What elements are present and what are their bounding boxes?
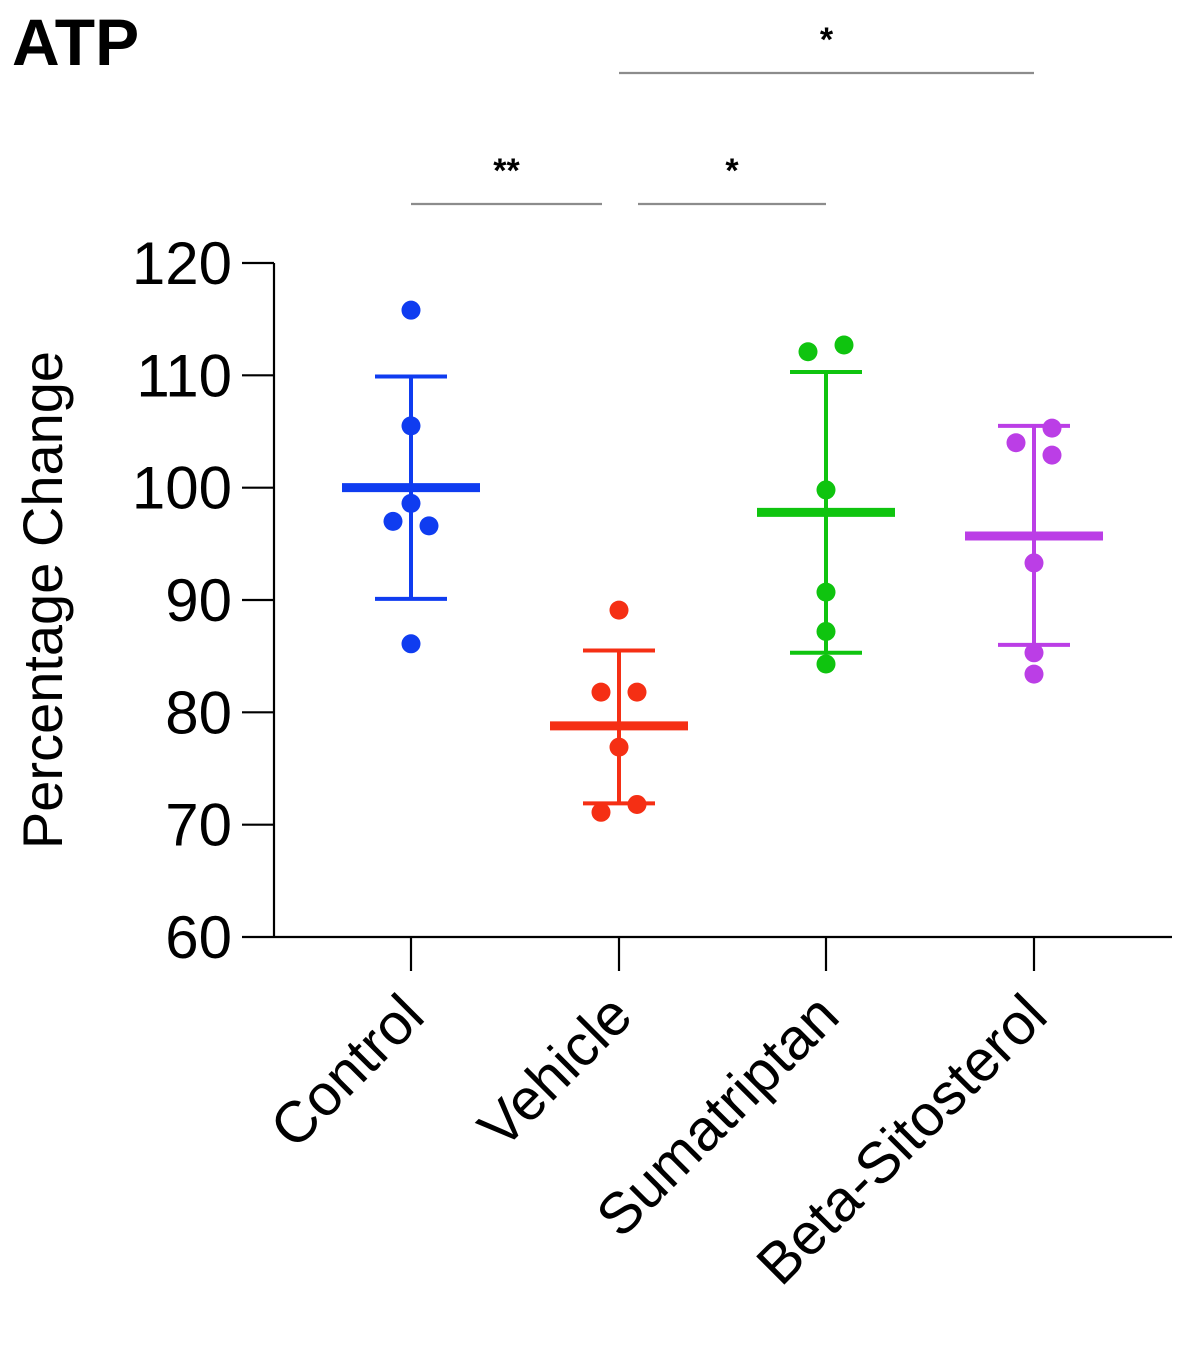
- data-point: [419, 516, 439, 536]
- data-point: [816, 621, 836, 641]
- data-point: [816, 582, 836, 602]
- significance-label: **: [493, 152, 520, 190]
- significance-bracket: *: [638, 152, 826, 206]
- significance-bracket: **: [411, 152, 602, 206]
- x-tick-label: Vehicle: [466, 982, 644, 1160]
- significance-label: *: [820, 21, 834, 59]
- data-point: [627, 794, 647, 814]
- data-point: [383, 511, 403, 531]
- data-point: [401, 300, 421, 320]
- data-series: [342, 300, 1103, 822]
- data-point: [816, 480, 836, 500]
- data-point: [1024, 664, 1044, 684]
- y-tick-label: 110: [136, 342, 232, 409]
- data-point: [798, 342, 818, 362]
- significance-brackets: ** **: [411, 21, 1034, 206]
- y-tick-label: 70: [165, 792, 232, 859]
- data-point: [1042, 418, 1062, 438]
- data-point: [816, 654, 836, 674]
- data-point: [1024, 643, 1044, 663]
- data-point: [1006, 433, 1026, 453]
- series-beta-sitosterol: [965, 418, 1103, 684]
- significance-bracket: *: [619, 21, 1034, 75]
- y-tick-label: 90: [165, 567, 232, 634]
- data-point: [401, 493, 421, 513]
- series-control: [342, 300, 480, 654]
- data-point: [609, 600, 629, 620]
- data-point: [401, 416, 421, 436]
- data-point: [401, 634, 421, 654]
- y-tick-label: 100: [132, 455, 232, 522]
- data-point: [1042, 445, 1062, 465]
- data-point: [591, 802, 611, 822]
- series-vehicle: [550, 600, 688, 822]
- y-tick-label: 120: [132, 230, 232, 297]
- data-point: [834, 335, 854, 355]
- series-sumatriptan: [757, 335, 895, 674]
- panel-title: ATP: [12, 5, 139, 79]
- y-axis-title: Percentage Change: [11, 351, 74, 849]
- y-tick-label: 80: [165, 679, 232, 746]
- significance-label: *: [725, 152, 739, 190]
- data-point: [627, 682, 647, 702]
- y-tick-label: 60: [165, 904, 232, 971]
- x-tick-label: Control: [258, 982, 436, 1160]
- data-point: [1024, 553, 1044, 573]
- data-point: [591, 682, 611, 702]
- data-point: [609, 737, 629, 757]
